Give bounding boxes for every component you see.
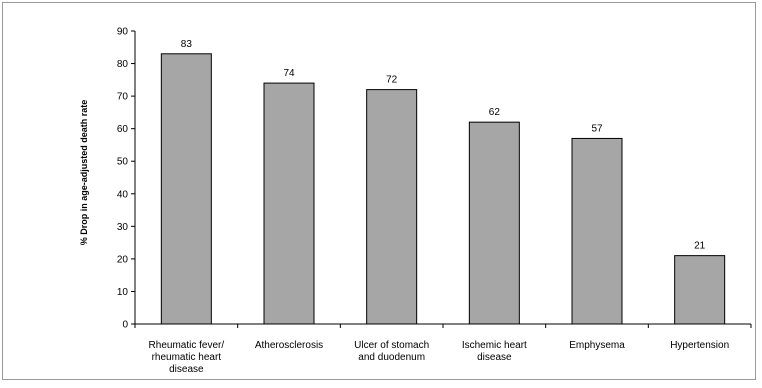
- category-label-line: Atherosclerosis: [255, 340, 323, 351]
- data-label: 62: [489, 107, 501, 118]
- data-label: 21: [694, 241, 706, 252]
- y-axis-label: % Drop in age-adjusted death rate: [79, 100, 89, 246]
- category-label-line: rheumatic heart: [152, 352, 222, 363]
- data-label: 57: [591, 123, 603, 134]
- category-label-line: Ischemic heart: [462, 340, 527, 351]
- x-axis: Rheumatic fever/rheumatic heart diseaseAt…: [134, 323, 752, 375]
- y-tick-label: 20: [117, 254, 129, 265]
- data-label: 72: [386, 75, 398, 86]
- y-tick-label: 0: [122, 320, 128, 331]
- bar: [468, 121, 520, 325]
- bar: [571, 137, 623, 325]
- y-tick-label: 80: [117, 59, 129, 70]
- category-label-line: Rheumatic fever/: [149, 340, 225, 351]
- category-label: Atherosclerosis: [255, 340, 323, 351]
- category-label-line: Hypertension: [670, 340, 729, 351]
- data-label: 83: [181, 39, 193, 50]
- category-label: Hypertension: [670, 340, 729, 351]
- bar-chart: 0 10 20 30 40 50 60 70 80 90 83 74 72 62 57 21 Rheumat…: [79, 27, 752, 375]
- bar: [160, 53, 212, 325]
- y-tick-label: 60: [117, 124, 129, 135]
- data-label: 74: [283, 68, 295, 79]
- chart-frame: 0 10 20 30 40 50 60 70 80 90 83 74 72 62 57 21 Rheumat…: [2, 2, 756, 380]
- category-label: Emphysema: [569, 340, 625, 351]
- bar: [366, 89, 418, 325]
- bar: [263, 82, 315, 325]
- y-tick-label: 50: [117, 157, 129, 168]
- category-label-line: and duodenum: [358, 352, 425, 363]
- y-tick-label: 90: [117, 27, 129, 38]
- y-tick-label: 30: [117, 222, 129, 233]
- y-tick-label: 40: [117, 189, 129, 200]
- category-label: Rheumatic fever/rheumatic heart disease: [149, 340, 225, 375]
- y-tick-label: 70: [117, 92, 129, 103]
- category-label-line: disease: [477, 352, 512, 363]
- category-label: Ulcer of stomach and duodenum: [354, 340, 429, 363]
- category-label-line: Ulcer of stomach: [354, 340, 429, 351]
- category-label: Ischemic heart disease: [462, 340, 527, 363]
- y-axis: 0 10 20 30 40 50 60 70 80 90: [117, 27, 136, 331]
- y-tick-label: 10: [117, 287, 129, 298]
- bars: 83 74 72 62 57 21: [160, 39, 726, 325]
- bar: [674, 255, 726, 325]
- category-label-line: Emphysema: [569, 340, 625, 351]
- category-label-line: disease: [169, 364, 204, 375]
